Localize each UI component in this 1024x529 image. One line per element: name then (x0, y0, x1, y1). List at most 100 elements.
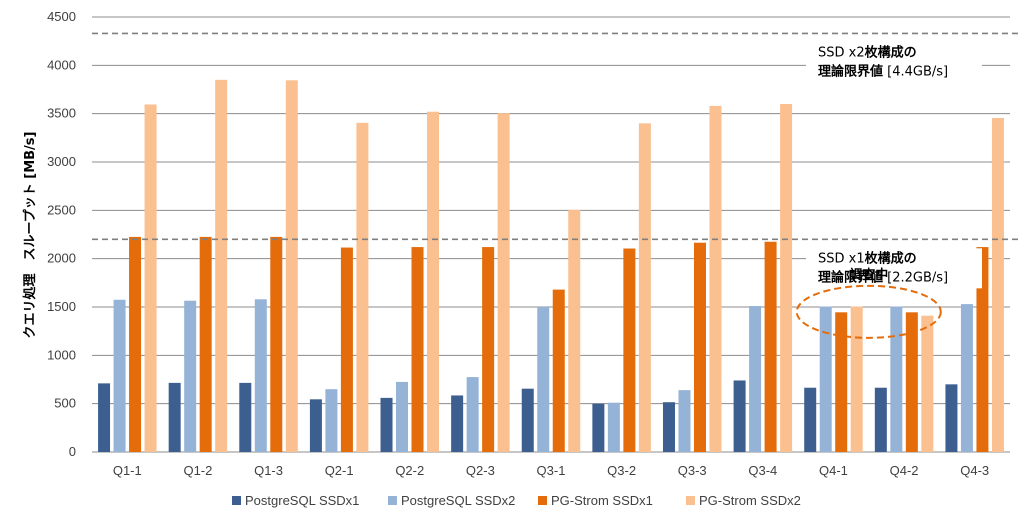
callout-ellipse (795, 284, 942, 339)
bar (451, 395, 464, 452)
bar (239, 382, 252, 452)
bar (662, 402, 675, 452)
reference-label-line2: 理論限界値 [4.4GB/s] (818, 63, 948, 79)
bar (129, 236, 142, 452)
legend-swatch (686, 496, 695, 505)
x-tick-label: Q3-4 (748, 463, 777, 478)
reference-label-line1: SSD x1枚構成の (818, 250, 917, 266)
bar (168, 382, 181, 452)
bar (521, 388, 534, 452)
reference-label-line1: SSD x2枚構成の (818, 44, 917, 60)
bar (749, 306, 762, 452)
bar (819, 306, 832, 452)
bar (835, 312, 848, 452)
reference-label-bold: 枚構成の (865, 250, 917, 266)
y-tick-label: 3000 (47, 154, 76, 169)
legend-swatch (232, 496, 241, 505)
y-tick-label: 0 (69, 444, 76, 459)
bar (607, 402, 620, 452)
x-tick-label: Q2-2 (395, 463, 424, 478)
y-tick-label: 4000 (47, 57, 76, 72)
legend-swatch (538, 496, 547, 505)
callout-layer: 調査中 (795, 267, 942, 339)
reference-label-bold: 理論限界値 (818, 269, 883, 285)
bar (113, 299, 126, 452)
bar (497, 113, 510, 452)
reference-label-bg (806, 42, 982, 83)
bar (537, 307, 550, 452)
bar (976, 247, 989, 452)
bar (764, 241, 777, 452)
y-axis-label: クエリ処理 スループット [MB/s] (22, 132, 38, 339)
bar (215, 79, 228, 452)
bar (254, 299, 267, 452)
reference-label-bold: 理論限界値 (818, 63, 883, 79)
bar (285, 80, 298, 453)
bar (309, 399, 322, 452)
bar (991, 118, 1004, 453)
y-tick-label: 1000 (47, 347, 76, 362)
x-tick-label: Q2-1 (325, 463, 354, 478)
x-tick-label: Q1-3 (254, 463, 283, 478)
legend-swatch (388, 496, 397, 505)
bar (945, 384, 958, 452)
x-tick-label: Q2-3 (466, 463, 495, 478)
reference-label-prefix: SSD x2 (818, 45, 865, 60)
bar (199, 236, 212, 452)
bar (733, 380, 746, 452)
y-tick-label: 3500 (47, 106, 76, 121)
bar (482, 247, 495, 452)
legend: PostgreSQL SSDx1 PostgreSQL SSDx2 PG-Strom… (232, 493, 801, 508)
x-tick-label: Q4-1 (819, 463, 848, 478)
bar (890, 306, 903, 452)
reference-label-prefix: SSD x1 (818, 251, 865, 266)
x-tick-label: Q1-2 (183, 463, 212, 478)
reference-label-bold: 枚構成の (865, 44, 917, 60)
bar (356, 122, 369, 452)
reference-label-suffix: [2.2GB/s] (883, 270, 948, 285)
x-tick-label: Q4-3 (960, 463, 989, 478)
bar (592, 403, 605, 452)
bar (98, 383, 111, 452)
bar (427, 111, 440, 452)
x-tick-label: Q3-2 (607, 463, 636, 478)
y-tick-label: 4500 (47, 9, 76, 24)
bar (340, 247, 353, 452)
bar (184, 300, 197, 452)
reference-label-suffix: [4.4GB/s] (883, 64, 948, 79)
y-tick-label: 2500 (47, 202, 76, 217)
bar (709, 105, 722, 452)
bar (960, 304, 973, 452)
bar (568, 209, 581, 452)
bar (396, 381, 409, 452)
bar (693, 242, 706, 452)
legend-label: PostgreSQL SSDx1 (245, 493, 359, 508)
x-axis-ticks: Q1-1 Q1-2 Q1-3 Q2-1 Q2-2 Q2-3 Q3-1 Q3-2 Q3-3 Q3-4… (113, 463, 989, 478)
x-tick-label: Q4-2 (890, 463, 919, 478)
bar (638, 123, 651, 452)
bar (325, 389, 338, 452)
legend-label: PG-Strom SSDx1 (551, 493, 653, 508)
bar (780, 104, 793, 452)
x-tick-label: Q1-1 (113, 463, 142, 478)
legend-label: PostgreSQL SSDx2 (401, 493, 515, 508)
bar (466, 377, 479, 452)
legend-label: PG-Strom SSDx2 (699, 493, 801, 508)
x-tick-label: Q3-1 (537, 463, 566, 478)
bar (905, 312, 918, 452)
y-tick-label: 500 (54, 396, 76, 411)
bar (144, 104, 157, 452)
bar (921, 315, 934, 452)
bar (380, 397, 393, 452)
y-axis-ticks: 0 500 1000 1500 2000 2500 3000 3500 4000 4500 (47, 9, 76, 459)
bar (850, 306, 863, 452)
bar (552, 289, 565, 452)
bar (270, 236, 283, 452)
reference-label-bg (806, 248, 982, 289)
bar (411, 247, 424, 452)
reference-label-line2: 理論限界値 [2.2GB/s] (818, 269, 948, 285)
bar (874, 387, 887, 452)
